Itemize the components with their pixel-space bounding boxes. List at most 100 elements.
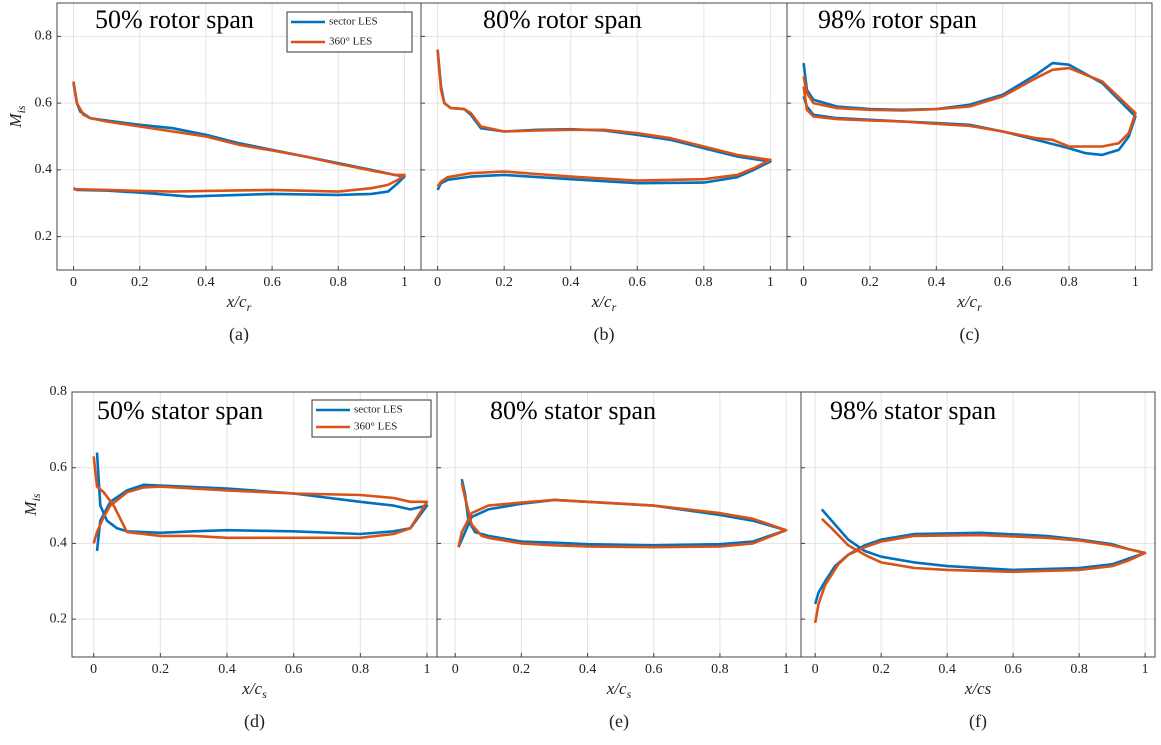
x-tick-label: 0.4 [562, 275, 580, 290]
x-tick-label: 0 [70, 275, 77, 290]
panel: 0 0.2 0.4 0.6 0.8 1 0.2 0.4 0.6 0.8 50% rotor span… [6, 2, 422, 345]
x-tick-label: 0.4 [928, 275, 946, 290]
y-tick-label: 0.6 [35, 95, 53, 110]
x-tick-label: 0 [812, 662, 819, 677]
series-line [457, 482, 788, 549]
panel-caption: (c) [960, 324, 980, 345]
x-tick-label: 0.8 [1060, 275, 1078, 290]
x-tick-label: 0.6 [645, 662, 663, 677]
x-axis-label: x/cr [591, 292, 617, 314]
panel-caption: (e) [609, 711, 629, 732]
panel-title: 50% rotor span [95, 5, 254, 34]
x-axis-label-main: x/c [241, 679, 262, 698]
panel: 0 0.2 0.4 0.6 0.8 1 80% stator span x/cs (e) [436, 391, 802, 732]
x-axis-label-sub: r [247, 300, 252, 314]
x-tick-label: 0.4 [218, 662, 236, 677]
x-tick-label: 0.2 [495, 275, 513, 290]
legend-label: 360° LES [354, 421, 397, 433]
x-tick-label: 0 [90, 662, 97, 677]
x-tick-label: 0.4 [579, 662, 597, 677]
x-tick-label: 0.8 [1070, 662, 1088, 677]
plot-area [421, 3, 787, 270]
x-tick-label: 0 [452, 662, 459, 677]
x-axis-label-sub: r [977, 300, 982, 314]
x-tick-label: 0.6 [1004, 662, 1022, 677]
y-tick-label: 0.6 [50, 460, 68, 475]
x-tick-label: 1 [1142, 662, 1149, 677]
y-tick-label: 0.2 [50, 611, 68, 626]
x-tick-label: 0.8 [330, 275, 348, 290]
x-tick-label: 0.6 [994, 275, 1012, 290]
y-axis-label-main: M [21, 501, 40, 517]
x-axis-label: x/cs [606, 679, 632, 701]
x-tick-label: 1 [783, 662, 790, 677]
legend-label: 360° LES [329, 36, 372, 48]
panel-caption: (b) [594, 324, 615, 345]
y-tick-label: 0.2 [35, 229, 53, 244]
panel-caption: (f) [969, 711, 987, 732]
panel-caption: (a) [229, 324, 249, 345]
x-tick-label: 0.6 [285, 662, 303, 677]
series-line [92, 456, 429, 544]
plot-area [437, 392, 801, 657]
y-tick-label: 0.4 [50, 536, 68, 551]
panel: 0 0.2 0.4 0.6 0.8 1 98% rotor span x/cr (c) [786, 2, 1153, 345]
x-tick-label: 0 [434, 275, 441, 290]
axes-frame [786, 2, 1153, 271]
panel-title: 50% stator span [97, 396, 263, 425]
panel: 0 0.2 0.4 0.6 0.8 1 80% rotor span x/cr (b) [420, 2, 788, 345]
x-axis-label: x/cr [226, 292, 252, 314]
legend-box [286, 11, 413, 53]
y-axis-label-sub: is [29, 493, 43, 501]
y-axis-label: Mis [6, 105, 28, 129]
x-tick-label: 1 [424, 662, 431, 677]
x-tick-label: 0.4 [197, 275, 215, 290]
x-tick-label: 1 [767, 275, 774, 290]
x-tick-label: 0.2 [152, 662, 170, 677]
x-tick-label: 0.2 [872, 662, 890, 677]
x-axis-label-sub: r [612, 300, 617, 314]
y-axis-label: Mis [21, 493, 43, 517]
x-tick-label: 0.8 [711, 662, 729, 677]
x-axis-label: x/cr [956, 292, 982, 314]
series-line [802, 66, 1137, 148]
x-axis-label-main: x/cs [964, 679, 992, 698]
y-axis-label-main: M [6, 113, 25, 129]
panel-title: 98% stator span [830, 396, 996, 425]
panel-title: 80% stator span [490, 396, 656, 425]
plot-area [801, 392, 1155, 657]
x-tick-label: 1 [1132, 275, 1139, 290]
x-tick-label: 0.4 [938, 662, 956, 677]
legend-label: sector LES [354, 404, 403, 416]
legend-label: sector LES [329, 16, 378, 28]
series-line [813, 517, 1147, 624]
series-line [436, 49, 772, 188]
series-line [72, 81, 406, 193]
axes-frame [800, 391, 1156, 658]
y-axis-label-sub: is [14, 105, 28, 113]
panel-caption: (d) [244, 711, 265, 732]
panel: 0 0.2 0.4 0.6 0.8 1 0.2 0.4 0.6 0.8 50% stator spa… [21, 384, 438, 732]
panel-title: 80% rotor span [483, 5, 642, 34]
y-tick-label: 0.8 [50, 384, 68, 399]
x-axis-label-main: x/c [591, 292, 612, 311]
x-axis-label-main: x/c [226, 292, 247, 311]
y-tick-label: 0.8 [35, 29, 53, 44]
x-tick-label: 0.6 [263, 275, 281, 290]
x-axis-label-sub: s [627, 687, 632, 701]
x-tick-label: 0.6 [629, 275, 647, 290]
x-tick-label: 1 [401, 275, 408, 290]
x-tick-label: 0 [800, 275, 807, 290]
legend-box [311, 399, 432, 438]
x-tick-label: 0.2 [513, 662, 531, 677]
panel: 0 0.2 0.4 0.6 0.8 1 98% stator span x/cs (f) [800, 391, 1156, 732]
x-axis-label-main: x/c [606, 679, 627, 698]
x-axis-label: x/cs [964, 679, 992, 698]
panel-title: 98% rotor span [818, 5, 977, 34]
x-axis-label: x/cs [241, 679, 267, 701]
x-axis-label-main: x/c [956, 292, 977, 311]
x-tick-label: 0.8 [695, 275, 713, 290]
x-tick-label: 0.8 [352, 662, 370, 677]
x-tick-label: 0.2 [131, 275, 149, 290]
